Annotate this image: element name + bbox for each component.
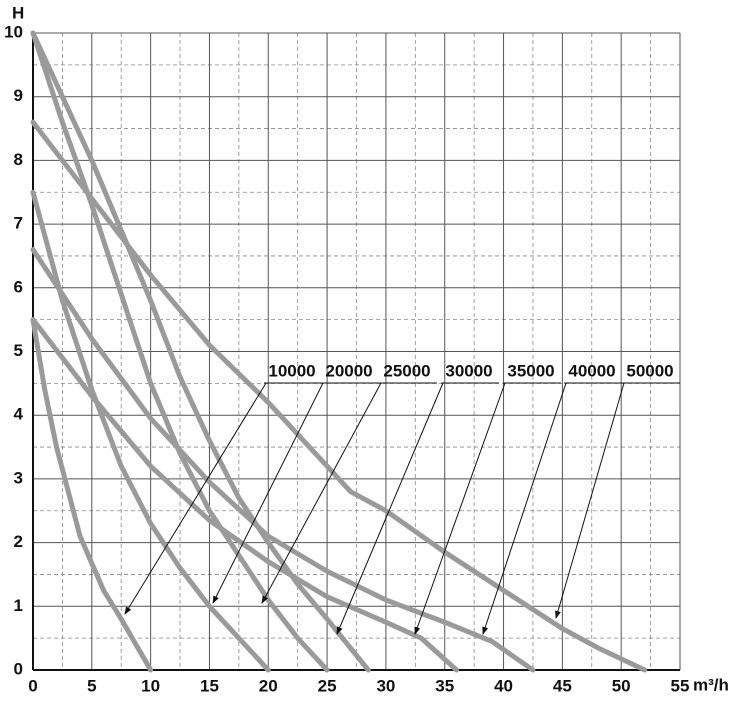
y-tick-label: 7	[14, 214, 23, 233]
y-tick-label: 6	[14, 277, 23, 296]
x-tick-label: 20	[259, 676, 278, 695]
pump-curve	[30, 247, 536, 673]
curve-label: 35000	[507, 361, 554, 380]
x-tick-label: 55	[671, 676, 690, 695]
y-tick-label: 3	[14, 468, 23, 487]
curve-label: 10000	[268, 361, 315, 380]
pump-curve	[30, 189, 271, 673]
leader-arrow	[414, 382, 506, 635]
pump-curve	[30, 317, 459, 673]
x-tick-label: 5	[87, 676, 96, 695]
x-tick-label: 40	[494, 676, 513, 695]
y-tick-label: 2	[14, 532, 23, 551]
curve-label: 30000	[445, 361, 492, 380]
leader-arrow	[124, 382, 267, 615]
leader-arrow	[212, 382, 324, 604]
x-tick-label: 50	[612, 676, 631, 695]
curve-label: 50000	[626, 361, 673, 380]
leader-arrow	[482, 382, 567, 635]
x-axis-label: m³/h	[693, 675, 729, 694]
curve-label: 40000	[568, 361, 615, 380]
x-tick-label: 30	[376, 676, 395, 695]
pump-curve	[30, 30, 371, 673]
x-tick-label: 25	[318, 676, 337, 695]
y-tick-label: 1	[14, 596, 23, 615]
x-tick-label: 10	[141, 676, 160, 695]
y-tick-label: 8	[14, 150, 23, 169]
leader-arrow	[336, 382, 444, 635]
curve-label: 25000	[383, 361, 430, 380]
y-tick-label: 5	[14, 341, 23, 360]
pump-curve	[30, 317, 154, 673]
leader-arrow	[555, 382, 625, 619]
x-tick-label: 35	[435, 676, 454, 695]
y-tick-label: 10	[4, 22, 23, 41]
y-tick-label: 9	[14, 86, 23, 105]
y-tick-label: 0	[14, 659, 23, 678]
y-axis-label: H	[12, 3, 24, 22]
curve-label: 20000	[325, 361, 372, 380]
x-tick-label: 45	[553, 676, 572, 695]
leader-arrow	[261, 382, 382, 604]
y-tick-label: 4	[14, 405, 24, 424]
x-tick-label: 15	[200, 676, 219, 695]
x-tick-label: 0	[28, 676, 37, 695]
pump-curve	[30, 119, 648, 673]
